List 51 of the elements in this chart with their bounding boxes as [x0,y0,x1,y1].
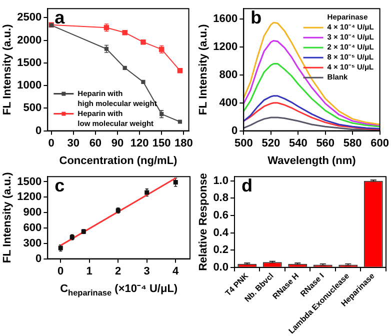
x-axis-title: Concentration (ng/mL) [59,155,178,167]
x-tick-label: 500 [234,137,253,150]
x-tick-label: 540 [288,137,308,150]
y-tick-label: 0 [36,124,42,137]
y-tick-label: 2000 [17,34,42,46]
y-tick-label: 0.4 [213,226,230,239]
x-tick-label: 580 [343,137,362,150]
y-tick-label: 1500 [17,56,42,69]
x-tick-label: 1 [86,265,92,278]
y-tick-label: 1200 [213,41,238,54]
annotation: a [54,8,66,28]
x-axis-title: Wavelength (nm) [268,155,356,167]
x-tick-label: 150 [152,137,171,150]
x-tick-label: 3 [144,265,150,278]
x-tick-label: 560 [316,137,335,150]
y-axis-title: Relative Response [198,173,210,271]
y-tick-label: 500 [23,102,42,114]
annotation: d [241,176,252,196]
y-tick-label: 900 [23,206,42,219]
x-tick-label: 4 [172,265,180,278]
x-tick-label: 0 [48,137,54,150]
y-tick-label: 300 [23,237,42,250]
y-tick-label: 2500 [17,12,42,24]
y-tick-label: 1000 [17,80,42,92]
y-tick-label: 400 [219,96,238,109]
annotation: c [54,176,65,196]
x-tick-label: 90 [111,137,124,150]
y-tick-label: 0.0 [213,261,228,274]
y-tick-label: 0.6 [213,210,228,222]
y-tick-label: 0.2 [213,244,228,256]
x-tick-label: 520 [262,137,280,150]
y-tick-label: 1.0 [213,174,228,187]
y-tick-label: 0 [36,252,42,265]
y-tick-label: 1200 [17,191,42,204]
y-tick-label: 600 [23,222,42,234]
x-tick-label: 0 [58,265,64,278]
y-axis-title: FL Intensity (a.u.) [2,24,14,116]
y-tick-label: 800 [219,68,238,81]
x-tick-label: 120 [130,137,149,150]
y-tick-label: 1500 [17,176,42,188]
y-axis-title: FL Intensity (a.u.) [2,172,14,264]
x-tick-label: 180 [174,137,193,150]
x-tick-label: 30 [67,137,80,150]
x-tick-label: 60 [89,137,102,150]
y-tick-label: 0.8 [213,192,228,204]
y-tick-label: 0 [232,124,238,137]
x-tick-label: 600 [370,137,390,150]
y-axis-title: FL Intensity (a.u.) [198,24,210,116]
x-tick-label: 2 [115,265,122,278]
annotation: b [250,8,262,28]
y-tick-label: 1600 [213,13,238,26]
